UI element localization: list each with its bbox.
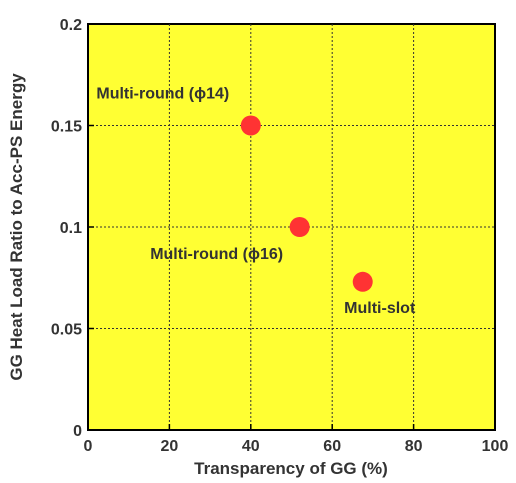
data-point-label: Multi-slot xyxy=(344,300,416,317)
y-tick-label: 0.15 xyxy=(51,119,82,136)
data-point-label: Multi-round (ϕ14) xyxy=(96,86,229,103)
y-tick-label: 0.2 xyxy=(60,17,82,34)
x-tick-label: 0 xyxy=(84,438,93,455)
data-points: Multi-round (ϕ14) Multi-round (ϕ16) Multi-… xyxy=(96,86,416,317)
axis-ticks: 0 20 40 60 80 100 0 0.05 0.1 0.15 0.2 xyxy=(51,17,509,455)
y-tick-label: 0.05 xyxy=(51,322,82,339)
x-tick-label: 100 xyxy=(482,438,509,455)
y-tick-label: 0 xyxy=(73,423,82,440)
data-point xyxy=(240,115,261,136)
data-point xyxy=(352,271,373,292)
x-tick-label: 20 xyxy=(161,438,179,455)
y-tick-label: 0.1 xyxy=(60,220,82,237)
x-tick-label: 40 xyxy=(242,438,260,455)
data-point-label: Multi-round (ϕ16) xyxy=(150,246,283,263)
data-point xyxy=(289,217,310,237)
x-tick-label: 80 xyxy=(405,438,423,455)
y-axis-title: GG Heat Load Ratio to Acc-PS Energy xyxy=(7,73,26,381)
x-axis-title: Transparency of GG (%) xyxy=(194,459,388,478)
x-tick-label: 60 xyxy=(323,438,341,455)
